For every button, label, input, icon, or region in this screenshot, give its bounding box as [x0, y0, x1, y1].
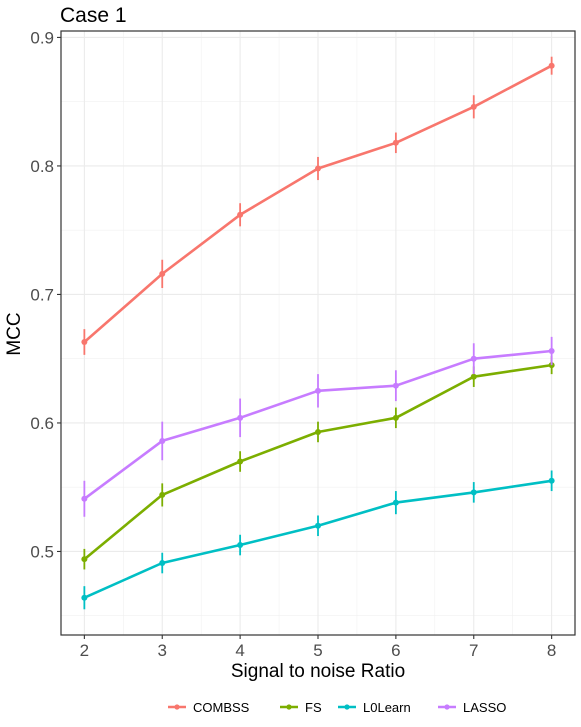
data-point [392, 382, 399, 389]
data-point [159, 437, 166, 444]
legend-label: COMBSS [193, 700, 250, 715]
legend: COMBSS FS L0Learn LASSO [168, 700, 506, 715]
data-point [237, 458, 244, 465]
data-point [315, 428, 321, 435]
data-point [237, 414, 244, 421]
data-point [237, 211, 244, 218]
data-point [315, 387, 321, 394]
series-fs [81, 356, 555, 570]
data-point [81, 495, 88, 502]
legend-key-point [286, 704, 292, 710]
data-point [470, 355, 477, 362]
data-point [81, 556, 88, 563]
data-point [159, 270, 166, 277]
y-tick-label: 0.7 [30, 285, 54, 304]
data-point [315, 165, 321, 172]
y-tick-label: 0.5 [30, 542, 54, 561]
legend-key-point [444, 704, 450, 710]
x-tick-label: 2 [80, 641, 89, 660]
y-tick-label: 0.9 [30, 28, 54, 47]
data-point [159, 560, 166, 567]
legend-label: FS [305, 700, 322, 715]
data-point [548, 477, 555, 484]
legend-label: LASSO [463, 700, 506, 715]
data-point [159, 491, 166, 498]
data-point [392, 414, 399, 421]
x-tick-label: 7 [469, 641, 478, 660]
y-axis-title: MCC [4, 312, 25, 355]
x-tick-label: 8 [547, 641, 556, 660]
data-point [392, 499, 399, 506]
legend-key-point [344, 704, 350, 710]
x-axis-title: Signal to noise Ratio [231, 661, 405, 682]
series-lasso [81, 336, 555, 517]
plot-area: 0.5 0.6 0.7 0.8 0.9 2 3 4 5 6 7 8 [30, 28, 576, 660]
legend-item-lasso: LASSO [438, 700, 506, 715]
data-point [548, 62, 555, 69]
series-l0learn [81, 470, 555, 610]
legend-item-combss: COMBSS [168, 700, 250, 715]
data-point [470, 103, 477, 110]
series-combss [81, 56, 555, 355]
y-tick-label: 0.6 [30, 414, 54, 433]
data-point [315, 522, 321, 529]
y-tick-label: 0.8 [30, 157, 54, 176]
data-point [470, 373, 477, 380]
legend-label: L0Learn [363, 700, 411, 715]
data-point [237, 542, 244, 549]
data-point [81, 338, 88, 345]
legend-key-point [174, 704, 180, 710]
data-point [81, 594, 88, 601]
x-tick-label: 5 [313, 641, 322, 660]
x-tick-label: 3 [158, 641, 167, 660]
legend-item-l0learn: L0Learn [338, 700, 411, 715]
data-point [392, 139, 399, 146]
legend-item-fs: FS [280, 700, 322, 715]
x-tick-label: 6 [391, 641, 400, 660]
data-point [548, 347, 555, 354]
chart-title: Case 1 [60, 4, 127, 27]
x-tick-label: 4 [235, 641, 244, 660]
data-point [470, 489, 477, 496]
